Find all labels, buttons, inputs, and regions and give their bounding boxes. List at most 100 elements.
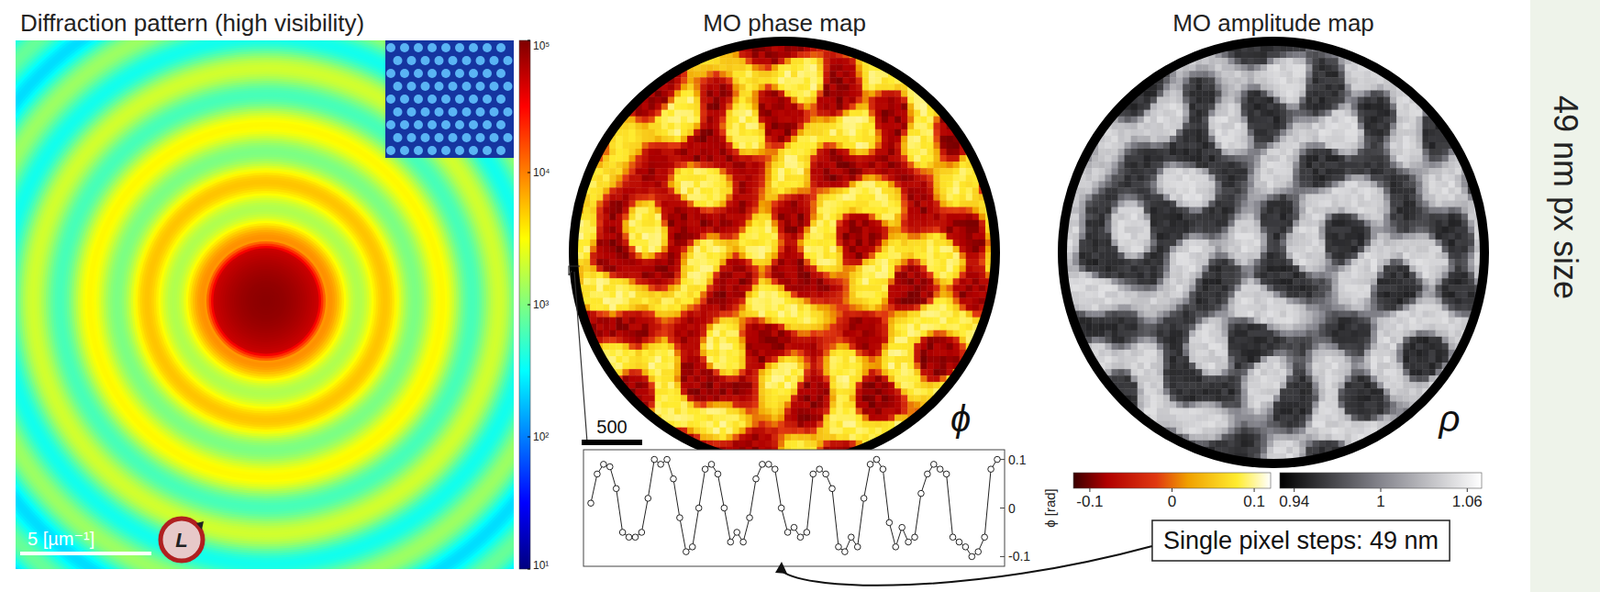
map-pixel bbox=[777, 83, 785, 90]
map-pixel bbox=[940, 180, 947, 188]
map-pixel bbox=[642, 207, 649, 214]
map-pixel bbox=[655, 142, 662, 149]
map-pixel bbox=[725, 239, 733, 246]
map-pixel bbox=[822, 83, 830, 90]
map-pixel bbox=[771, 89, 778, 97]
map-pixel bbox=[602, 155, 610, 162]
map-pixel bbox=[712, 89, 720, 97]
map-pixel bbox=[777, 187, 785, 194]
map-pixel bbox=[739, 180, 746, 188]
map-pixel bbox=[733, 245, 740, 253]
map-pixel bbox=[822, 116, 830, 123]
map-pixel bbox=[803, 245, 811, 253]
map-pixel bbox=[752, 207, 759, 214]
map-pixel bbox=[642, 245, 649, 253]
colorbar-label: 10² bbox=[533, 430, 549, 444]
map-pixel bbox=[745, 64, 753, 71]
map-pixel bbox=[888, 174, 895, 181]
map-pixel bbox=[635, 110, 643, 117]
map-pixel bbox=[680, 239, 688, 246]
map-pixel bbox=[959, 161, 967, 168]
map-pixel bbox=[888, 220, 895, 227]
map-pixel bbox=[719, 207, 726, 214]
panel-title: MO phase map bbox=[702, 9, 867, 37]
map-pixel bbox=[881, 187, 889, 194]
map-pixel bbox=[725, 110, 733, 117]
map-pixel bbox=[894, 187, 901, 194]
map-pixel bbox=[622, 239, 629, 246]
map-pixel bbox=[745, 135, 753, 143]
map-pixel bbox=[674, 239, 681, 246]
map-pixel bbox=[765, 213, 772, 221]
map-pixel bbox=[693, 187, 700, 194]
map-pixel bbox=[622, 167, 629, 175]
map-pixel bbox=[758, 187, 766, 194]
map-pixel bbox=[913, 142, 921, 149]
map-pixel bbox=[635, 245, 643, 253]
map-pixel bbox=[733, 207, 740, 214]
map-pixel bbox=[959, 155, 967, 162]
polarization-label: L bbox=[175, 528, 188, 552]
map-pixel bbox=[700, 135, 707, 143]
map-pixel bbox=[836, 155, 844, 162]
map-pixel bbox=[674, 233, 681, 240]
map-pixel bbox=[926, 233, 934, 240]
map-pixel bbox=[933, 135, 940, 143]
map-pixel bbox=[635, 161, 643, 168]
inset-dot bbox=[434, 107, 445, 117]
map-pixel bbox=[745, 167, 753, 175]
map-pixel bbox=[752, 220, 759, 227]
map-pixel bbox=[622, 180, 629, 188]
map-pixel bbox=[615, 245, 623, 253]
map-pixel bbox=[940, 193, 947, 200]
map-pixel bbox=[913, 233, 921, 240]
map-pixel bbox=[797, 226, 804, 234]
map-pixel bbox=[907, 89, 914, 97]
map-pixel bbox=[700, 116, 707, 123]
map-pixel bbox=[953, 180, 960, 188]
map-pixel bbox=[849, 245, 856, 253]
map-pixel bbox=[829, 180, 836, 188]
map-pixel bbox=[888, 245, 895, 253]
map-pixel bbox=[836, 142, 844, 149]
map-pixel bbox=[940, 174, 947, 181]
inset-dot bbox=[489, 133, 500, 143]
map-pixel bbox=[609, 142, 616, 149]
map-pixel bbox=[797, 70, 804, 78]
map-pixel bbox=[822, 142, 830, 149]
map-pixel bbox=[733, 174, 740, 181]
map-pixel bbox=[719, 233, 726, 240]
map-pixel bbox=[843, 122, 850, 130]
map-pixel bbox=[615, 252, 623, 259]
map-pixel bbox=[739, 155, 746, 162]
inset-dot bbox=[448, 55, 458, 66]
map-pixel bbox=[862, 89, 869, 97]
map-pixel bbox=[966, 239, 973, 246]
map-pixel bbox=[920, 167, 927, 175]
map-pixel bbox=[862, 122, 869, 130]
map-pixel bbox=[674, 245, 681, 253]
map-pixel bbox=[966, 174, 973, 181]
map-pixel bbox=[622, 174, 629, 181]
map-pixel bbox=[629, 116, 636, 123]
map-pixel bbox=[758, 233, 766, 240]
map-pixel bbox=[829, 245, 836, 253]
map-pixel bbox=[765, 135, 772, 143]
map-pixel bbox=[667, 116, 675, 123]
map-pixel bbox=[771, 220, 778, 227]
inset-dot bbox=[400, 145, 410, 156]
map-pixel bbox=[635, 200, 643, 208]
map-pixel bbox=[693, 161, 700, 168]
map-pixel bbox=[900, 167, 908, 175]
map-pixel bbox=[771, 97, 778, 104]
map-pixel bbox=[940, 161, 947, 168]
map-pixel bbox=[913, 103, 921, 111]
map-pixel bbox=[978, 245, 986, 253]
map-pixel bbox=[693, 167, 700, 175]
map-pixel bbox=[635, 174, 643, 181]
map-pixel bbox=[733, 155, 740, 162]
map-pixel bbox=[719, 252, 726, 259]
map-pixel bbox=[907, 122, 914, 130]
inset-dot bbox=[421, 81, 431, 91]
map-pixel bbox=[661, 233, 668, 240]
